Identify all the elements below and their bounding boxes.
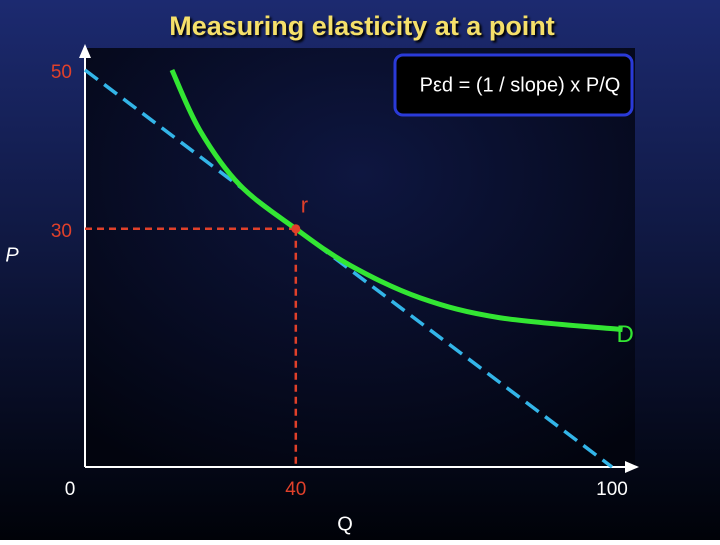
chart-title: Measuring elasticity at a point xyxy=(169,11,555,41)
point-label: r xyxy=(301,193,308,218)
tangent-line xyxy=(83,68,614,469)
plot-area xyxy=(85,48,635,467)
y-axis-label: P xyxy=(5,244,19,266)
x-tick-label: 40 xyxy=(285,479,306,500)
y-tick-label: 30 xyxy=(51,221,72,242)
y-tick-label: 50 xyxy=(51,62,72,83)
curve-label: D xyxy=(617,321,634,348)
x-tick-label: 100 xyxy=(596,479,628,500)
demand-curve xyxy=(169,68,623,333)
x-tick-label: 0 xyxy=(65,479,76,500)
formula-box xyxy=(393,53,634,117)
formula: Pεd = (1 / slope) x P/Q xyxy=(420,74,621,96)
point xyxy=(291,224,301,234)
x-axis-label: Q xyxy=(337,513,353,535)
